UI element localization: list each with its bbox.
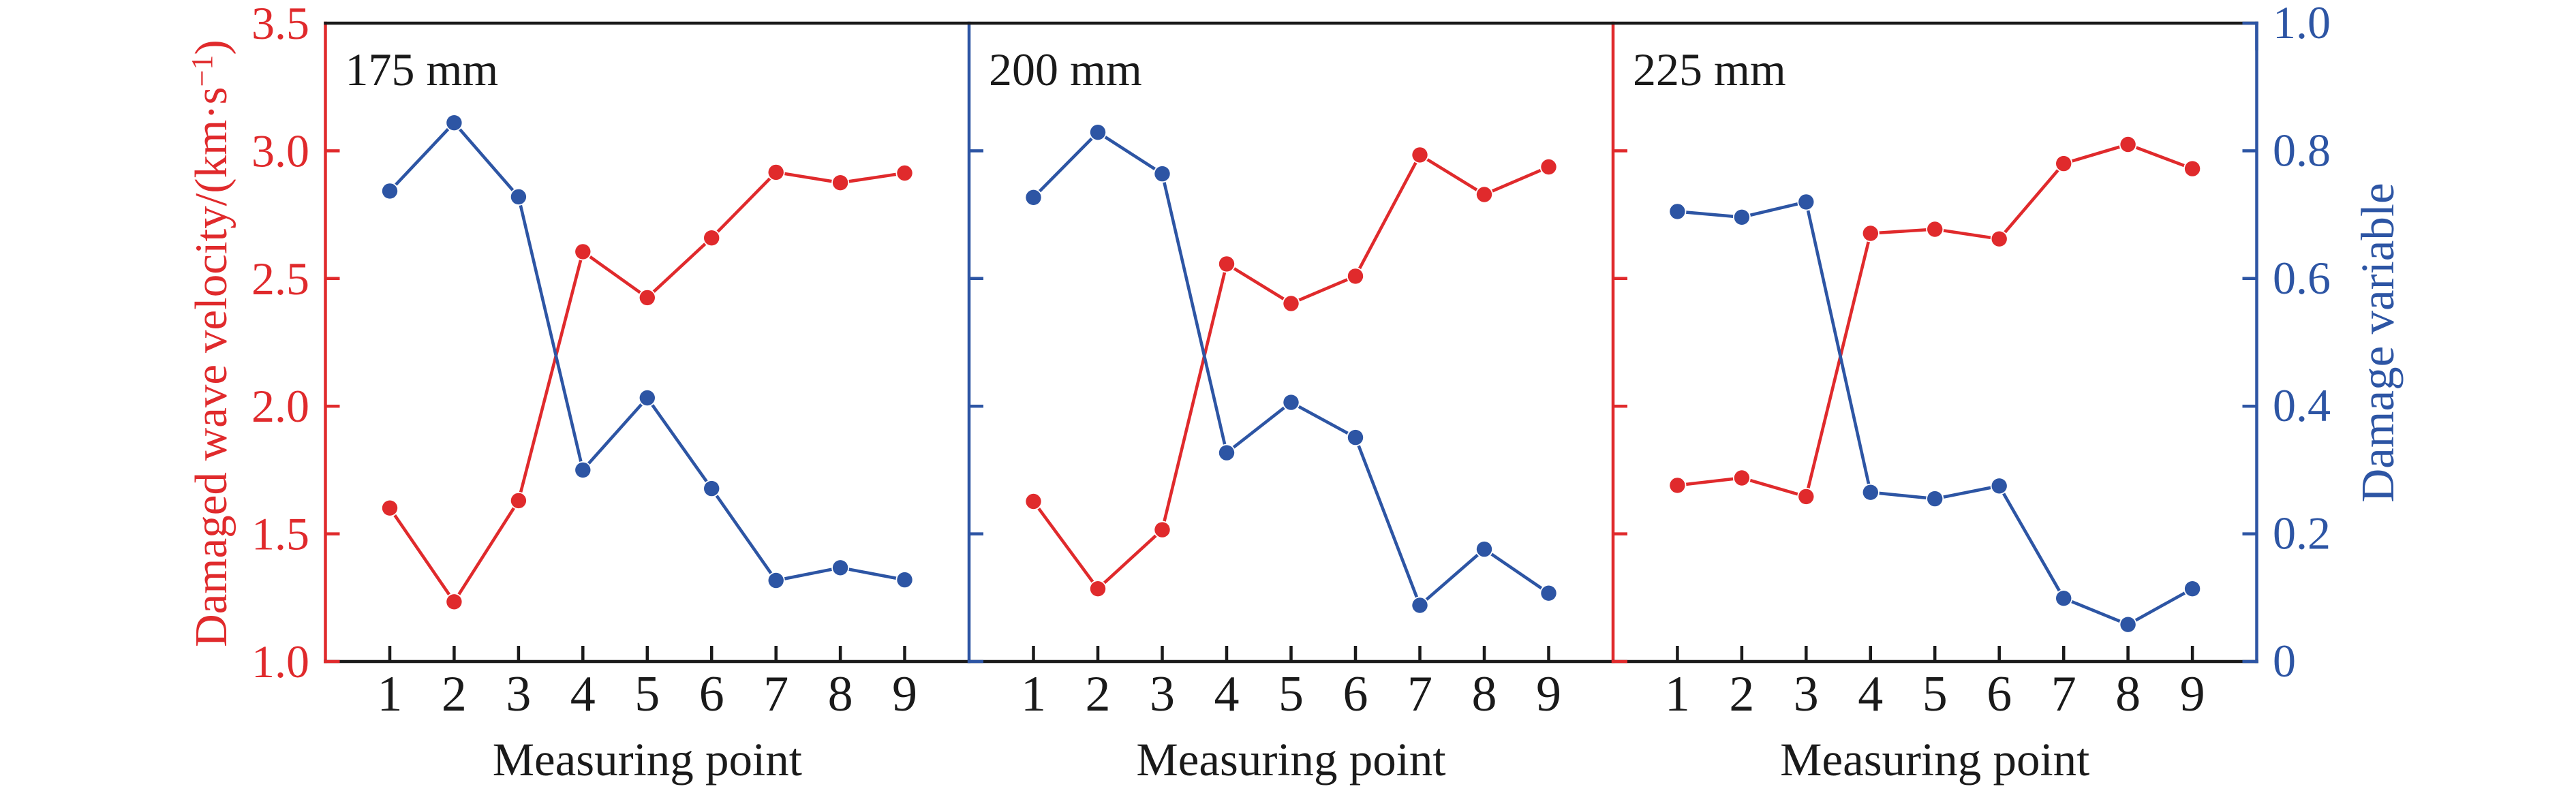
svg-text:2: 2 [442, 666, 467, 722]
svg-text:7: 7 [763, 666, 788, 722]
svg-text:5: 5 [634, 666, 660, 722]
svg-text:1: 1 [1021, 666, 1046, 722]
svg-text:2: 2 [1086, 666, 1111, 722]
svg-text:0: 0 [2273, 635, 2296, 687]
svg-text:2: 2 [1729, 666, 1754, 722]
svg-text:1.5: 1.5 [251, 508, 309, 560]
svg-text:Measuring point: Measuring point [493, 734, 802, 786]
svg-text:2.0: 2.0 [251, 380, 309, 432]
svg-text:225 mm: 225 mm [1633, 44, 1786, 95]
svg-text:9: 9 [892, 666, 917, 722]
svg-text:0.6: 0.6 [2273, 252, 2331, 304]
svg-text:9: 9 [2180, 666, 2205, 722]
svg-text:5: 5 [1922, 666, 1948, 722]
svg-text:200 mm: 200 mm [989, 44, 1142, 95]
svg-text:Measuring point: Measuring point [1136, 734, 1445, 786]
svg-text:8: 8 [1472, 666, 1497, 722]
svg-text:3.5: 3.5 [251, 0, 309, 49]
svg-text:1.0: 1.0 [251, 636, 309, 687]
svg-text:1.0: 1.0 [2273, 0, 2331, 48]
svg-text:1: 1 [378, 666, 403, 722]
svg-text:0.4: 0.4 [2273, 379, 2331, 431]
svg-text:0.2: 0.2 [2273, 508, 2331, 559]
svg-text:3: 3 [506, 666, 531, 722]
svg-text:6: 6 [1987, 666, 2012, 722]
svg-text:Damaged wave velocity/(km·s−1): Damaged wave velocity/(km·s−1) [185, 40, 236, 647]
svg-text:8: 8 [828, 666, 853, 722]
svg-text:6: 6 [1343, 666, 1368, 722]
svg-text:5: 5 [1278, 666, 1304, 722]
svg-text:7: 7 [1407, 666, 1432, 722]
svg-text:2.5: 2.5 [251, 253, 309, 305]
svg-text:4: 4 [1858, 666, 1883, 722]
svg-text:Damage variable: Damage variable [2352, 183, 2404, 502]
svg-text:3.0: 3.0 [251, 125, 309, 176]
svg-text:1: 1 [1665, 666, 1690, 722]
svg-text:0.8: 0.8 [2273, 124, 2331, 176]
svg-text:4: 4 [1214, 666, 1240, 722]
svg-text:4: 4 [570, 666, 596, 722]
svg-text:6: 6 [699, 666, 724, 722]
svg-text:3: 3 [1794, 666, 1819, 722]
svg-text:9: 9 [1536, 666, 1561, 722]
svg-text:3: 3 [1150, 666, 1175, 722]
svg-text:7: 7 [2051, 666, 2076, 722]
svg-text:8: 8 [2115, 666, 2141, 722]
svg-text:Measuring point: Measuring point [1780, 734, 2089, 786]
svg-text:175 mm: 175 mm [346, 44, 499, 95]
